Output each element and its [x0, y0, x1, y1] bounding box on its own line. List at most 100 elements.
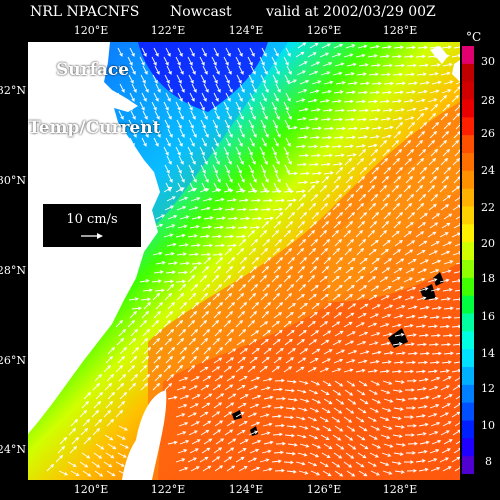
current-vector-arrow	[322, 425, 332, 432]
colorbar-segment	[462, 81, 474, 100]
current-vector-arrow	[118, 110, 124, 120]
colorbar-label-8: 8	[485, 455, 492, 468]
current-vector-arrow	[371, 350, 382, 355]
current-vector-arrow	[163, 56, 169, 66]
current-vector-arrow	[299, 256, 308, 265]
current-vector-arrow	[298, 193, 307, 202]
current-vector-arrow	[248, 430, 259, 436]
current-vector-arrow	[191, 128, 197, 138]
current-vector-arrow	[263, 301, 272, 310]
current-vector-arrow	[295, 189, 306, 194]
current-vector-arrow	[105, 452, 115, 459]
current-vector-arrow	[226, 198, 237, 202]
current-vector-arrow	[250, 65, 256, 75]
current-vector-arrow	[451, 53, 460, 58]
current-vector-arrow	[115, 319, 124, 328]
current-vector-arrow	[239, 216, 250, 221]
current-vector-arrow	[287, 125, 298, 130]
current-vector-arrow	[440, 430, 450, 436]
current-vector-arrow	[427, 458, 438, 463]
current-vector-arrow	[440, 112, 449, 121]
current-vector-arrow	[369, 220, 378, 229]
current-vector-arrow	[298, 329, 307, 337]
current-vector-arrow	[310, 238, 319, 247]
current-vector-arrow	[297, 89, 308, 94]
current-vector-arrow	[179, 261, 190, 266]
current-vector-arrow	[331, 229, 340, 238]
current-vector-arrow	[357, 135, 368, 139]
current-vector-arrow	[272, 207, 283, 212]
current-vector-arrow	[367, 99, 378, 104]
current-vector-arrow	[333, 312, 343, 319]
current-vector-arrow	[201, 310, 210, 319]
current-vector-arrow	[105, 355, 114, 364]
current-vector-arrow	[454, 64, 460, 67]
current-vector-arrow	[441, 448, 451, 454]
current-vector-arrow	[142, 373, 151, 382]
current-vector-arrow	[177, 355, 186, 364]
current-vector-arrow	[237, 356, 246, 364]
current-vector-arrow	[116, 337, 125, 346]
current-vector-arrow	[283, 229, 292, 238]
current-vector-arrow	[223, 411, 233, 418]
current-vector-arrow	[152, 292, 161, 301]
current-vector-arrow	[179, 394, 190, 400]
current-vector-arrow	[453, 86, 460, 94]
current-vector-arrow	[119, 391, 128, 400]
current-vector-arrow	[188, 164, 194, 174]
current-vector-arrow	[331, 416, 341, 423]
current-vector-arrow	[369, 44, 380, 49]
current-vector-arrow	[333, 266, 342, 274]
current-vector-arrow	[382, 380, 393, 385]
current-vector-arrow	[370, 470, 380, 476]
colorbar-segment	[462, 402, 474, 421]
current-vector-arrow	[248, 292, 257, 301]
temperature-colorbar	[462, 46, 474, 474]
current-vector-arrow	[455, 308, 460, 310]
current-vector-arrow	[344, 389, 354, 396]
current-vector-arrow	[443, 80, 454, 85]
current-vector-arrow	[406, 63, 417, 68]
current-vector-arrow	[391, 139, 400, 148]
current-vector-arrow	[371, 166, 380, 175]
current-vector-arrow	[307, 416, 318, 422]
current-vector-arrow	[189, 448, 199, 454]
current-vector-arrow	[188, 119, 194, 129]
current-vector-arrow	[55, 454, 64, 463]
current-vector-arrow	[151, 101, 157, 111]
current-vector-arrow	[283, 460, 294, 465]
current-vector-arrow	[202, 110, 208, 120]
current-vector-arrow	[165, 47, 171, 57]
current-vector-arrow	[367, 369, 378, 373]
current-vector-arrow	[263, 395, 274, 400]
current-vector-arrow	[442, 333, 453, 338]
current-vector-arrow	[261, 265, 270, 274]
current-vector-arrow	[382, 425, 393, 430]
current-vector-arrow	[323, 211, 332, 220]
current-vector-arrow	[187, 319, 196, 328]
current-vector-arrow	[203, 128, 209, 138]
current-vector-arrow	[357, 407, 367, 414]
current-vector-arrow	[431, 121, 440, 130]
current-vector-arrow	[428, 203, 437, 211]
current-vector-arrow	[202, 65, 208, 75]
ryukyu-island-2	[388, 328, 408, 348]
current-vector-arrow	[261, 310, 270, 319]
current-vector-arrow	[287, 348, 296, 355]
current-vector-arrow	[429, 222, 439, 229]
current-vector-arrow	[405, 130, 414, 139]
current-vector-arrow	[211, 146, 217, 156]
current-vector-arrow	[262, 467, 273, 472]
current-vector-arrow	[415, 184, 424, 193]
current-vector-arrow	[296, 389, 307, 394]
current-vector-arrow	[404, 296, 415, 301]
current-vector-arrow	[383, 351, 394, 355]
current-vector-arrow	[203, 83, 209, 93]
current-vector-arrow	[260, 338, 269, 346]
current-vector-arrow	[127, 56, 133, 66]
current-vector-arrow	[201, 265, 210, 274]
current-vector-arrow	[443, 260, 454, 265]
current-vector-arrow	[335, 80, 346, 85]
current-vector-arrow	[152, 251, 163, 256]
current-vector-arrow	[191, 173, 197, 183]
